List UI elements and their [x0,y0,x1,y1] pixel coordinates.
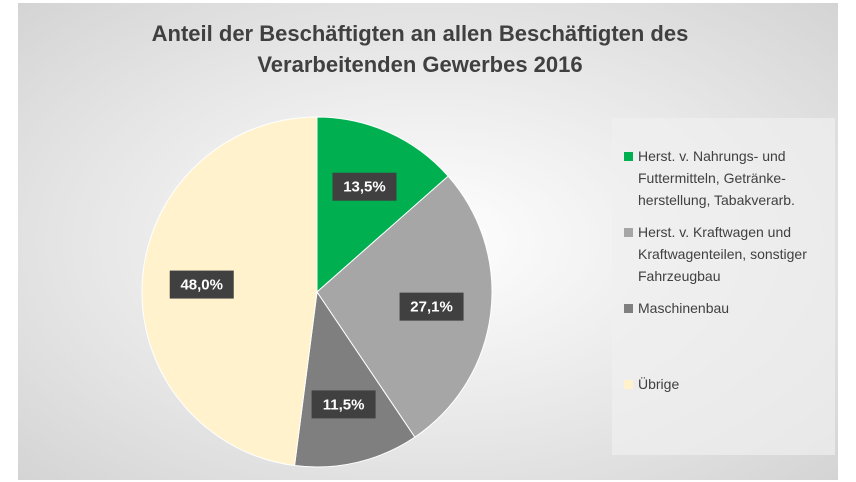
label-box [332,172,397,201]
legend-label: Herst. v. Kraftwagen und Kraftwagenteile… [638,224,807,284]
label-box [311,390,376,419]
legend-swatch [624,380,633,389]
legend-entry: Übrige [624,373,843,395]
legend-swatch [624,152,633,161]
pie-slice [316,116,449,294]
legend-label: Herst. v. Nahrungs- und Futtermitteln, G… [638,148,795,208]
label-box [169,270,234,299]
data-label: 11,5% [323,396,365,413]
legend-swatch [624,304,633,313]
data-label: 48,0% [180,277,223,294]
legend-label: Übrige [638,376,680,392]
legend-entry: Herst. v. Nahrungs- und Futtermitteln, G… [624,145,843,211]
pie-slice [293,290,416,468]
legend-swatch [624,228,633,237]
legend-entry: Maschinenbau [624,297,843,319]
data-label: 27,1% [410,299,453,316]
data-label: 13,5% [343,179,386,196]
chart-title: Anteil der Beschäftigten an allen Beschä… [151,21,689,77]
label-box [399,292,464,321]
legend-label: Maschinenbau [638,300,730,316]
legend-entry: Herst. v. Kraftwagen und Kraftwagenteile… [624,221,843,287]
legend: Herst. v. Nahrungs- und Futtermitteln, G… [612,118,835,455]
